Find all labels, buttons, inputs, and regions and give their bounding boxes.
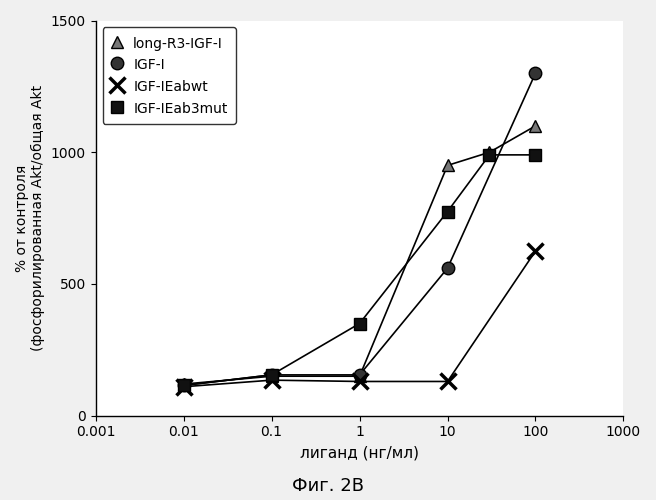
long-R3-IGF-I [485, 149, 493, 155]
long-R3-IGF-I [531, 123, 539, 129]
Y-axis label: % от контроля
(фосфорилированная Akt/общая Akt: % от контроля (фосфорилированная Akt/общ… [15, 85, 45, 351]
IGF-IEabwt [268, 377, 276, 383]
IGF-IEab3mut [268, 372, 276, 378]
IGF-I [356, 372, 363, 378]
long-R3-IGF-I [443, 162, 451, 168]
IGF-IEab3mut [443, 208, 451, 214]
long-R3-IGF-I [268, 373, 276, 379]
IGF-IEab3mut [531, 152, 539, 158]
IGF-IEabwt [531, 248, 539, 254]
IGF-I [443, 265, 451, 271]
IGF-IEab3mut [356, 320, 363, 326]
IGF-I [531, 70, 539, 76]
Text: Фиг. 2B: Фиг. 2B [292, 477, 364, 495]
Line: IGF-IEabwt: IGF-IEabwt [176, 244, 543, 394]
IGF-IEab3mut [485, 152, 493, 158]
X-axis label: лиганд (нг/мл): лиганд (нг/мл) [300, 445, 419, 460]
Line: long-R3-IGF-I: long-R3-IGF-I [177, 120, 542, 390]
IGF-IEabwt [443, 378, 451, 384]
long-R3-IGF-I [180, 381, 188, 387]
IGF-IEabwt [180, 384, 188, 390]
IGF-I [268, 372, 276, 378]
Legend: long-R3-IGF-I, IGF-I, IGF-IEabwt, IGF-IEab3mut: long-R3-IGF-I, IGF-I, IGF-IEabwt, IGF-IE… [102, 28, 236, 124]
long-R3-IGF-I [356, 373, 363, 379]
Line: IGF-IEab3mut: IGF-IEab3mut [178, 150, 541, 391]
IGF-IEab3mut [180, 382, 188, 388]
IGF-I [180, 382, 188, 388]
IGF-IEabwt [356, 378, 363, 384]
Line: IGF-I: IGF-I [177, 67, 542, 392]
